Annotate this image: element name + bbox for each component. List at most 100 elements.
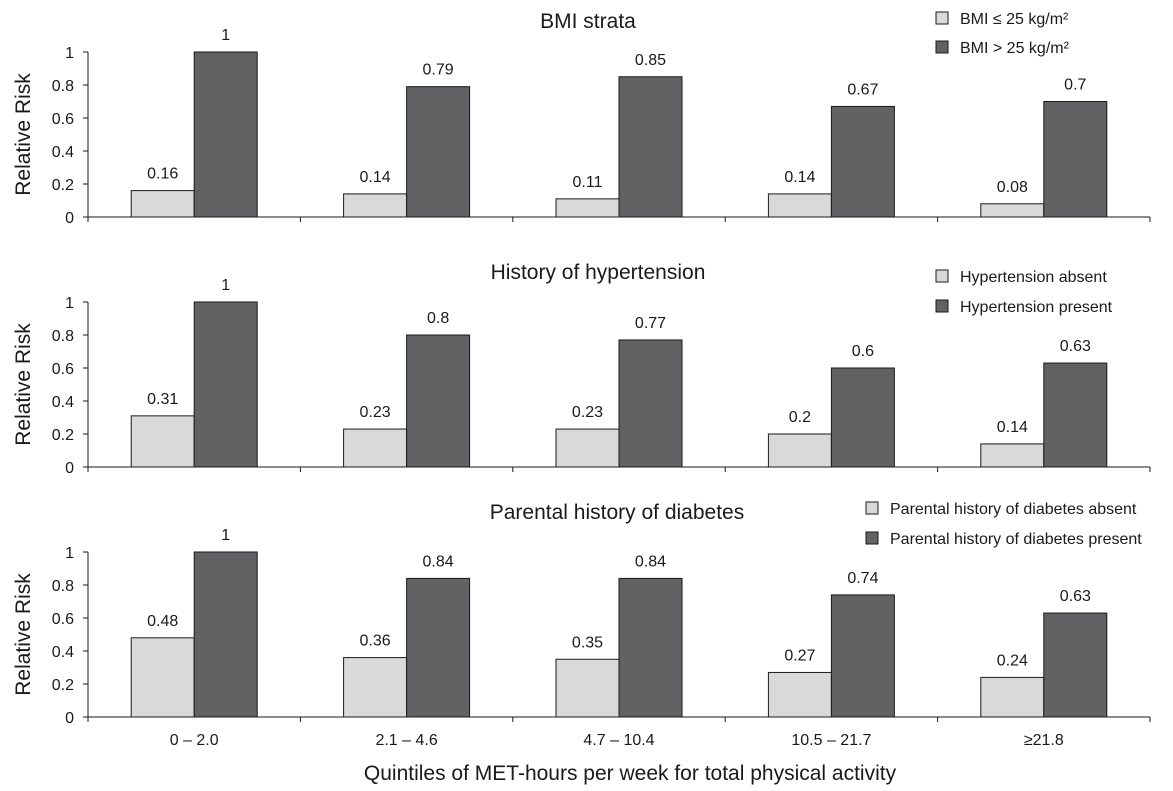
bar-series-1 <box>343 193 408 218</box>
bar-series-2 <box>406 577 471 718</box>
x-tick-label: 2.1 – 4.6 <box>375 732 437 749</box>
data-label: 0.63 <box>1060 588 1091 605</box>
y-tick-label: 0.8 <box>52 328 74 345</box>
bar-series-2 <box>1043 612 1108 718</box>
legend-swatch-2 <box>935 40 949 54</box>
legend-label-2: BMI > 25 kg/m² <box>960 40 1070 57</box>
y-axis-label: Relative Risk <box>12 323 35 446</box>
y-tick-label: 0.6 <box>52 361 74 378</box>
data-label: 0.16 <box>147 166 178 183</box>
data-label: 0.31 <box>147 391 178 408</box>
y-tick-label: 0.4 <box>52 644 74 661</box>
bar-series-1 <box>767 671 832 718</box>
panel-1: BMI strata Relative Risk 0 0.2 0.4 0.6 0.8 1 0.1… <box>12 10 1151 227</box>
y-axis-label: Relative Risk <box>12 73 35 196</box>
y-tick-label: 0 <box>65 710 74 727</box>
y-tick-label: 0.2 <box>52 677 74 694</box>
bar-series-1 <box>555 658 620 718</box>
y-tick-label: 0.6 <box>52 611 74 628</box>
y-tick-label: 1 <box>65 295 74 312</box>
legend-label-1: Parental history of diabetes absent <box>890 501 1137 518</box>
bar-series-1 <box>555 428 620 468</box>
bar-series-1 <box>555 198 620 218</box>
legend-swatch-2 <box>865 531 879 545</box>
bar-series-2 <box>618 76 683 218</box>
data-label: 0.67 <box>847 81 878 98</box>
y-tick-label: 0.8 <box>52 78 74 95</box>
data-label: 1 <box>221 277 230 294</box>
legend-label-1: Hypertension absent <box>960 269 1107 286</box>
bar-series-2 <box>830 105 895 218</box>
legend-label-2: Hypertension present <box>960 299 1113 316</box>
y-tick-label: 0 <box>65 210 74 227</box>
data-label: 0.85 <box>635 52 666 69</box>
data-label: 0.84 <box>635 553 666 570</box>
bar-series-2 <box>193 551 258 718</box>
bar-series-1 <box>130 637 195 718</box>
bar-series-1 <box>980 676 1045 718</box>
bar-series-1 <box>343 428 408 468</box>
y-tick-label: 0.4 <box>52 394 74 411</box>
bar-series-2 <box>618 339 683 468</box>
y-tick-label: 0.2 <box>52 427 74 444</box>
data-label: 0.11 <box>573 174 603 191</box>
bar-series-1 <box>130 415 195 468</box>
legend-swatch-1 <box>865 501 879 515</box>
legend-swatch-2 <box>935 299 949 313</box>
data-label: 0.36 <box>360 633 391 650</box>
data-label: 0.77 <box>635 315 666 332</box>
bar-series-1 <box>343 657 408 718</box>
y-tick-label: 0.2 <box>52 177 74 194</box>
data-label: 0.14 <box>997 419 1028 436</box>
bar-series-1 <box>767 193 832 218</box>
data-label: 0.84 <box>423 553 454 570</box>
bar-series-2 <box>193 301 258 468</box>
x-tick-label: 10.5 – 21.7 <box>791 732 871 749</box>
data-label: 0.2 <box>789 409 811 426</box>
bar-series-2 <box>406 334 471 468</box>
bar-series-2 <box>618 577 683 718</box>
x-axis-title: Quintiles of MET-hours per week for tota… <box>364 762 897 785</box>
data-label: 0.48 <box>147 613 178 630</box>
panel-2: History of hypertension Relative Risk 0 0.2… <box>12 261 1151 477</box>
y-axis-label: Relative Risk <box>12 573 35 696</box>
legend-label-2: Parental history of diabetes present <box>890 531 1142 548</box>
data-label: 0.74 <box>847 570 878 587</box>
panel-title: History of hypertension <box>491 261 706 284</box>
data-label: 0.08 <box>997 179 1028 196</box>
panel-3: Parental history of diabetes Relative Ris… <box>12 501 1151 727</box>
y-tick-label: 1 <box>65 545 74 562</box>
legend-swatch-1 <box>935 11 949 25</box>
bar-series-2 <box>406 86 471 218</box>
data-label: 0.8 <box>427 310 449 327</box>
data-label: 0.35 <box>572 634 603 651</box>
y-tick-label: 0 <box>65 460 74 477</box>
bar-series-1 <box>980 203 1045 218</box>
data-label: 0.23 <box>572 404 603 421</box>
data-label: 0.27 <box>784 647 815 664</box>
bar-series-1 <box>980 443 1045 468</box>
y-tick-label: 0.8 <box>52 578 74 595</box>
data-label: 0.24 <box>997 652 1028 669</box>
bar-series-2 <box>193 51 258 218</box>
y-tick-label: 0.6 <box>52 111 74 128</box>
bar-series-2 <box>830 367 895 468</box>
bar-series-2 <box>830 594 895 718</box>
panel-title: Parental history of diabetes <box>490 501 744 524</box>
bar-series-2 <box>1043 362 1108 468</box>
data-label: 0.14 <box>360 169 391 186</box>
data-label: 0.6 <box>852 343 874 360</box>
data-label: 1 <box>221 27 230 44</box>
data-label: 0.14 <box>784 169 815 186</box>
bar-series-1 <box>130 190 195 218</box>
legend-label-1: BMI ≤ 25 kg/m² <box>960 11 1069 28</box>
bar-series-1 <box>767 433 832 468</box>
data-label: 0.63 <box>1060 338 1091 355</box>
bar-series-2 <box>1043 101 1108 218</box>
panel-title: BMI strata <box>540 10 636 33</box>
x-tick-label: ≥21.8 <box>1024 732 1064 749</box>
data-label: 0.7 <box>1064 77 1086 94</box>
data-label: 1 <box>221 527 230 544</box>
x-tick-label: 4.7 – 10.4 <box>583 732 654 749</box>
